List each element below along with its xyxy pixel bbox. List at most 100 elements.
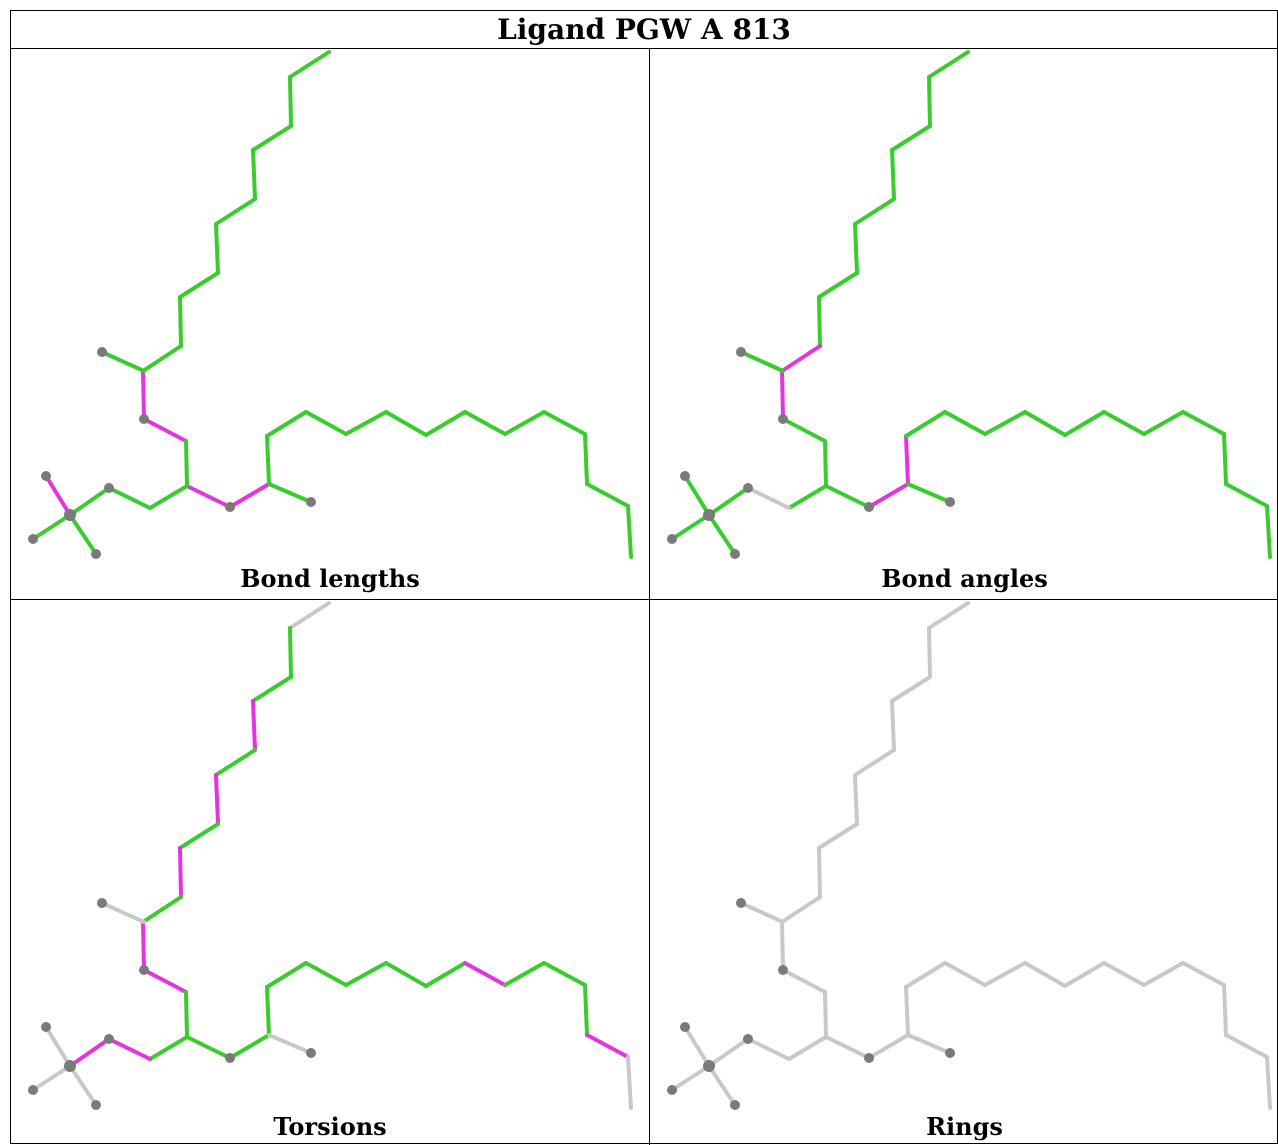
bond [1063, 410, 1106, 437]
atom [743, 483, 753, 493]
bond [288, 50, 331, 79]
atom [41, 1022, 51, 1032]
bond [265, 961, 308, 989]
molecule-bond-angles [667, 50, 1272, 559]
atom [41, 471, 51, 481]
bond [304, 410, 348, 436]
atom [945, 497, 955, 507]
bond [853, 197, 896, 226]
bond [214, 748, 257, 777]
bond [787, 484, 828, 510]
bond [251, 675, 293, 703]
bond [178, 822, 220, 850]
bond [780, 895, 822, 924]
bond [867, 1033, 910, 1060]
bond [503, 410, 546, 436]
bond [890, 699, 896, 752]
bond [68, 1037, 111, 1068]
atom [225, 502, 235, 512]
bond [288, 75, 293, 128]
bond [927, 75, 932, 128]
panel-rings: Rings [650, 600, 1278, 1145]
bond [141, 895, 183, 924]
bond [141, 369, 146, 421]
bond [68, 513, 98, 556]
molecule-bond-lengths [28, 50, 633, 559]
figure-frame: Ligand PGW A 813 Bond lengths Bond angle… [10, 10, 1278, 1145]
bond [670, 1064, 711, 1092]
bond [100, 901, 146, 924]
bond [817, 271, 859, 299]
atom [736, 898, 746, 908]
atom [667, 534, 677, 544]
bond [1265, 504, 1272, 559]
bond [983, 961, 1027, 987]
bond [853, 773, 859, 826]
bond [746, 486, 791, 510]
molecule-torsions [28, 601, 633, 1110]
bond [178, 295, 183, 348]
caption-bond-lengths: Bond lengths [240, 564, 420, 593]
bond [148, 484, 189, 510]
bond [906, 1033, 952, 1055]
bond [670, 513, 711, 541]
atom [680, 1022, 690, 1032]
atom [64, 509, 76, 521]
atom [97, 898, 107, 908]
bond [1142, 410, 1185, 436]
bond [288, 626, 293, 679]
bond [44, 1025, 72, 1068]
atom [778, 965, 788, 975]
bond [185, 484, 232, 509]
bond [107, 486, 152, 510]
bond [746, 1037, 791, 1061]
bond [904, 434, 910, 486]
bond [142, 968, 188, 994]
bond [780, 344, 822, 373]
bond [142, 417, 188, 443]
bond [384, 961, 428, 988]
bond [824, 484, 871, 509]
bond [927, 50, 970, 79]
bond [384, 410, 428, 437]
atom [225, 1053, 235, 1063]
atom [97, 347, 107, 357]
bond [739, 350, 785, 373]
bond [683, 474, 711, 517]
bond [141, 920, 146, 972]
bond [983, 410, 1027, 436]
bond [1023, 410, 1067, 437]
bond [1102, 961, 1146, 987]
bond [904, 985, 910, 1037]
bond [867, 482, 910, 509]
bond [344, 961, 388, 987]
bond [890, 148, 896, 201]
bond [890, 675, 932, 703]
atom [703, 1060, 715, 1072]
atom [667, 1085, 677, 1095]
bond [178, 846, 183, 899]
atom [864, 502, 874, 512]
bond [228, 1033, 271, 1060]
bond [781, 968, 827, 994]
bond [184, 990, 189, 1039]
bond [463, 410, 507, 436]
bond [927, 626, 932, 679]
atom [703, 509, 715, 521]
bond [184, 439, 189, 488]
bond [503, 961, 546, 987]
bond [904, 961, 947, 989]
panel-bond-lengths: Bond lengths [11, 49, 649, 599]
bond [304, 961, 348, 987]
bond [265, 434, 271, 486]
bond [927, 601, 970, 630]
atom [104, 483, 114, 493]
bond [214, 773, 220, 826]
bond [707, 1064, 737, 1107]
bond [251, 699, 257, 752]
caption-torsions: Torsions [273, 1112, 387, 1141]
bond [817, 295, 822, 348]
bond [707, 1037, 750, 1068]
bond [1222, 432, 1228, 486]
bond [817, 822, 859, 850]
